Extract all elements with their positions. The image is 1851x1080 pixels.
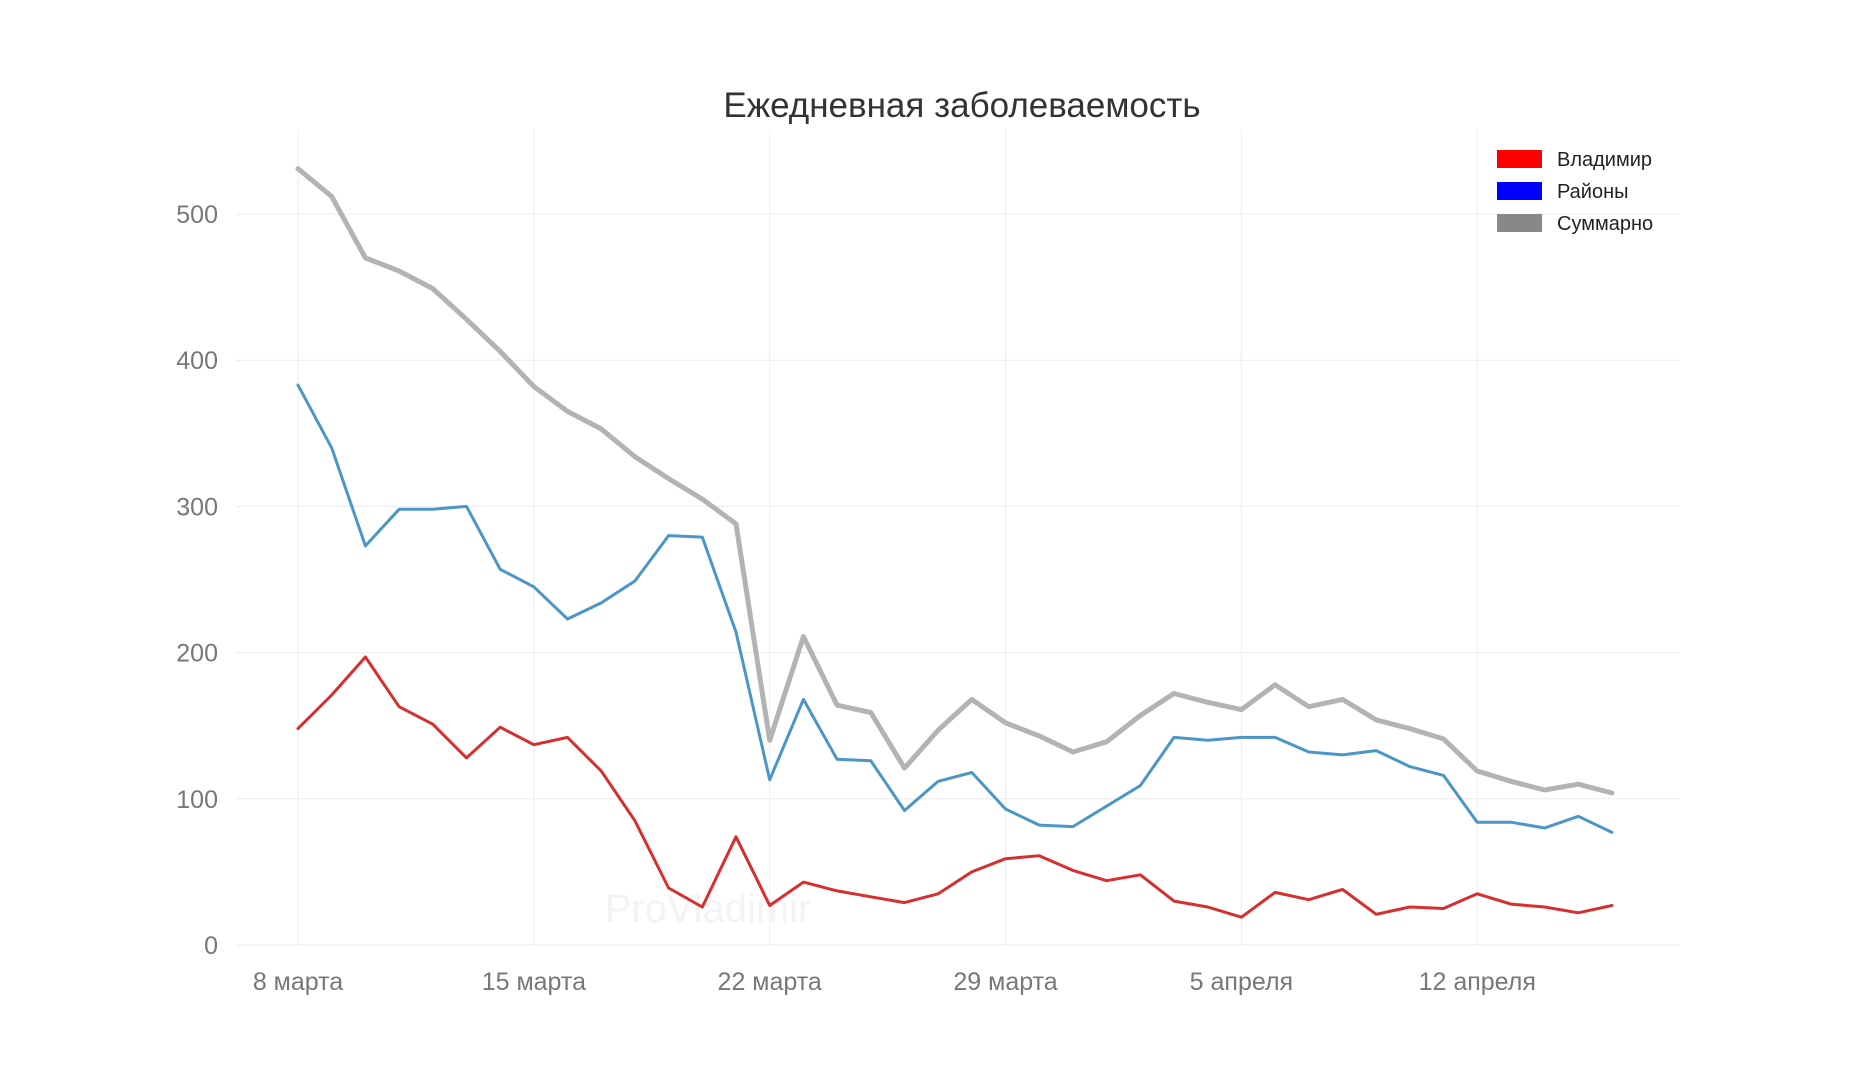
series-line-vladimir (296, 655, 1614, 919)
legend: Владимир Районы Суммарно (1497, 149, 1653, 235)
x-tick-label: 29 марта (953, 968, 1057, 996)
legend-swatch-districts (1497, 182, 1542, 200)
legend-label-districts: Районы (1557, 181, 1629, 203)
y-tick-label: 100 (176, 786, 218, 814)
gridlines (236, 130, 1680, 946)
legend-label-vladimir: Владимир (1557, 149, 1652, 171)
legend-swatch-total (1497, 214, 1542, 232)
y-tick-label: 500 (176, 201, 218, 229)
y-tick-label: 400 (176, 347, 218, 375)
x-tick-label: 5 апреля (1190, 968, 1293, 996)
series-line-districts (296, 383, 1614, 834)
y-axis-ticks: 0 100 200 300 400 500 (176, 201, 218, 960)
y-tick-label: 300 (176, 493, 218, 521)
legend-label-total: Суммарно (1557, 213, 1653, 235)
x-tick-label: 8 марта (253, 968, 343, 996)
x-tick-label: 15 марта (482, 968, 586, 996)
series-line-total (295, 166, 1615, 796)
series-lines (295, 166, 1615, 919)
chart-title: Ежедневная заболеваемость (723, 86, 1200, 125)
x-axis-ticks: 8 марта 15 марта 22 марта 29 марта 5 апреля 1… (253, 968, 1536, 996)
y-tick-label: 200 (176, 640, 218, 668)
legend-swatch-vladimir (1497, 150, 1542, 168)
y-tick-label: 0 (204, 932, 218, 960)
x-tick-label: 12 апреля (1419, 968, 1536, 996)
x-tick-label: 22 марта (718, 968, 822, 996)
